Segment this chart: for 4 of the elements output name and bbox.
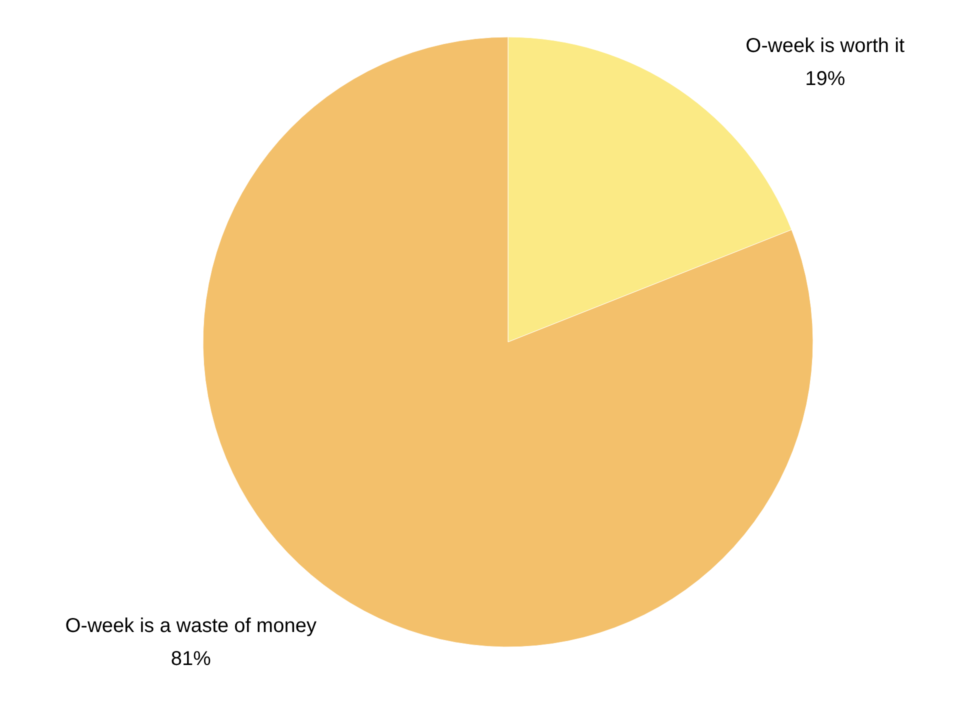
data-label: 19% (805, 68, 846, 90)
slice-label: O-week is worth it (746, 34, 906, 57)
data-label: 81% (170, 648, 212, 670)
slice-label: O-week is a waste of money (65, 615, 316, 638)
